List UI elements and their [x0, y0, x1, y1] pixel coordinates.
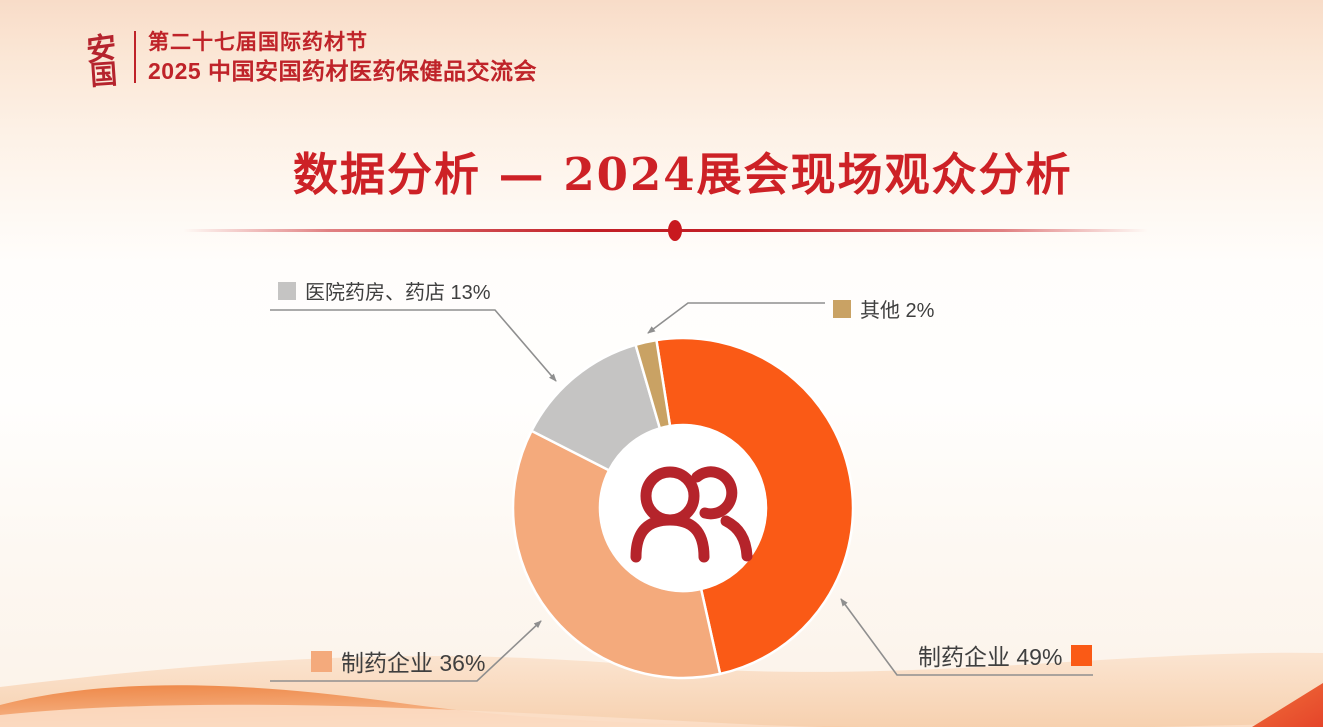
page-title: 数据分析 — 2024展会现场观众分析: [293, 148, 1073, 201]
legend-item-hospital: 医院药房、药店 13%: [278, 276, 491, 305]
legend-label-pharma-49: 制药企业 49%: [918, 644, 1063, 670]
legend-label-other: 其他 2%: [860, 300, 935, 322]
people-icon-back-head: [691, 466, 738, 520]
legend-swatch-pharma-36: [311, 650, 332, 672]
callout-line-other-2: [647, 302, 825, 334]
legend-swatch-hospital: [278, 281, 296, 300]
title-divider-line: [183, 229, 1148, 232]
title-divider-dot: [668, 220, 682, 241]
brand-line1: 第二十七届国际药材节: [148, 30, 368, 54]
callout-lines: [270, 302, 1093, 682]
brand-line2: 2025 中国安国药材医药保健品交流会: [148, 57, 538, 84]
legend-label-pharma-36: 制药企业 36%: [341, 650, 486, 676]
callout-line-pharma-36: [270, 620, 542, 682]
bottom-wave-decoration: [0, 652, 1323, 727]
legend-swatch-pharma-49: [1071, 644, 1093, 666]
brand-divider: [134, 31, 136, 83]
brand-text: 第二十七届国际药材节 2025 中国安国药材医药保健品交流会: [148, 29, 537, 86]
legend-item-pharma-49: 制药企业 49%: [918, 638, 1093, 672]
legend-item-other: 其他 2%: [833, 294, 934, 323]
callout-line-hospital-13: [270, 309, 557, 382]
people-icon-back-body: [720, 515, 753, 562]
brand-header: 安 国 第二十七届国际药材节 2025 中国安国药材医药保健品交流会: [84, 26, 537, 92]
legend-label-hospital: 医院药房、药店 13%: [305, 282, 491, 304]
people-icon: [630, 466, 753, 563]
corner-triangle: [1252, 683, 1323, 727]
legend-swatch-other: [833, 299, 851, 318]
wave-light-overlay: [0, 704, 1323, 727]
people-icon-front-body: [630, 514, 710, 563]
legend-item-pharma-36: 制药企业 36%: [311, 644, 485, 678]
donut-center-hole: [599, 424, 767, 592]
callout-line-pharma-49: [840, 598, 1093, 676]
